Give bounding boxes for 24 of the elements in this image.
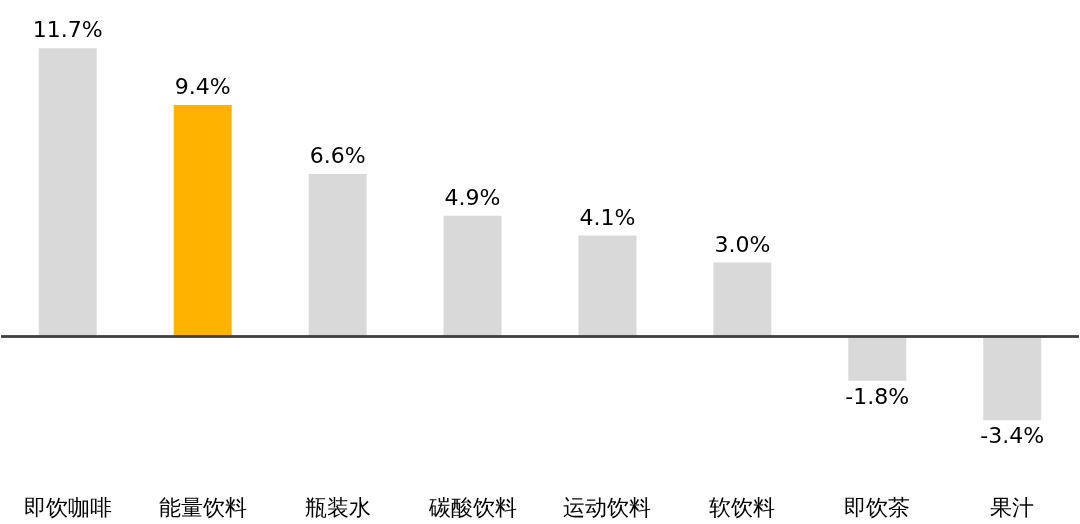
bar	[308, 173, 367, 337]
x-tick-label: 即饮茶	[844, 494, 911, 520]
data-label: -3.4%	[980, 423, 1045, 449]
data-label: 6.6%	[309, 142, 366, 168]
x-tick-label: 能量饮料	[158, 494, 247, 520]
data-label: 9.4%	[174, 73, 231, 99]
bar	[443, 215, 502, 337]
data-label: -1.8%	[845, 383, 910, 409]
data-label: 11.7%	[32, 17, 103, 43]
x-tick-label: 运动饮料	[563, 494, 652, 520]
bar	[983, 336, 1042, 421]
bar	[713, 262, 772, 337]
data-label: 4.1%	[579, 204, 636, 230]
bar	[578, 235, 637, 337]
x-tick-label: 软饮料	[709, 494, 776, 520]
x-tick-label: 即饮咖啡	[23, 494, 112, 520]
bar	[38, 48, 97, 337]
x-tick-label: 碳酸饮料	[427, 494, 517, 520]
data-label: 4.9%	[444, 184, 501, 210]
data-label: 3.0%	[714, 231, 771, 257]
x-tick-label: 瓶装水	[304, 494, 371, 520]
bar	[848, 336, 907, 381]
bar	[173, 104, 232, 337]
x-tick-label: 果汁	[990, 494, 1035, 520]
